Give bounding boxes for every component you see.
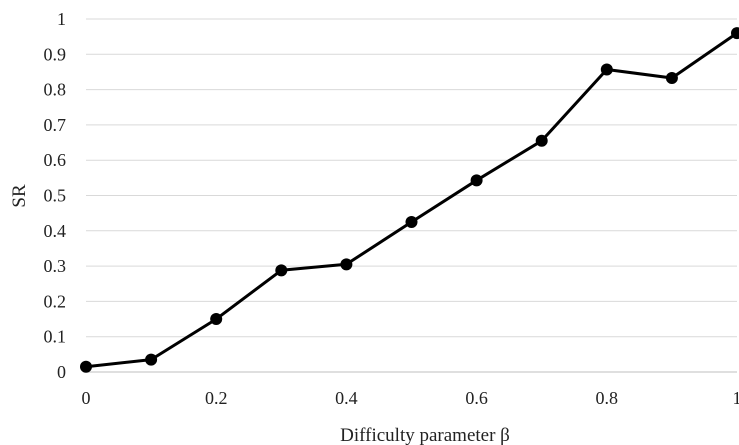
y-tick-label-5: 0.5 [44, 186, 67, 206]
x-tick-label-1: 0.2 [205, 388, 228, 408]
x-tick-label-0: 0 [82, 388, 91, 408]
x-tick-label-2: 0.4 [335, 388, 358, 408]
x-tick-label-5: 1 [733, 388, 739, 408]
y-tick-label-10: 1 [57, 9, 66, 29]
x-tick-label-3: 0.6 [465, 388, 488, 408]
data-point-10 [731, 27, 739, 40]
x-tick-label-4: 0.8 [596, 388, 619, 408]
data-point-5 [405, 215, 418, 228]
y-tick-label-1: 0.1 [44, 327, 67, 347]
y-tick-labels: 0 0.1 0.2 0.3 0.4 0.5 0.6 0.7 0.8 0.9 1 [44, 9, 67, 382]
x-axis-title: Difficulty parameter β [340, 425, 510, 445]
y-axis-title: SR [9, 184, 30, 208]
gridlines [86, 18, 737, 338]
series-line [85, 31, 738, 369]
data-point-0 [80, 360, 92, 373]
y-tick-label-8: 0.8 [44, 80, 67, 100]
data-point-4 [340, 258, 353, 271]
data-point-3 [275, 264, 288, 277]
y-tick-label-2: 0.2 [44, 291, 67, 311]
data-point-7 [535, 134, 548, 147]
y-tick-label-4: 0.4 [44, 221, 67, 241]
data-point-2 [210, 313, 223, 326]
data-point-1 [145, 353, 158, 366]
data-point-9 [665, 71, 678, 84]
y-tick-label-0: 0 [57, 362, 66, 382]
data-points [80, 27, 739, 373]
y-tick-label-7: 0.7 [44, 115, 67, 135]
data-point-8 [600, 63, 613, 76]
y-tick-label-6: 0.6 [44, 150, 67, 170]
x-tick-labels: 0 0.2 0.4 0.6 0.8 1 [82, 388, 739, 408]
y-tick-label-9: 0.9 [44, 44, 67, 64]
data-point-6 [470, 174, 483, 187]
y-tick-label-3: 0.3 [44, 256, 67, 276]
